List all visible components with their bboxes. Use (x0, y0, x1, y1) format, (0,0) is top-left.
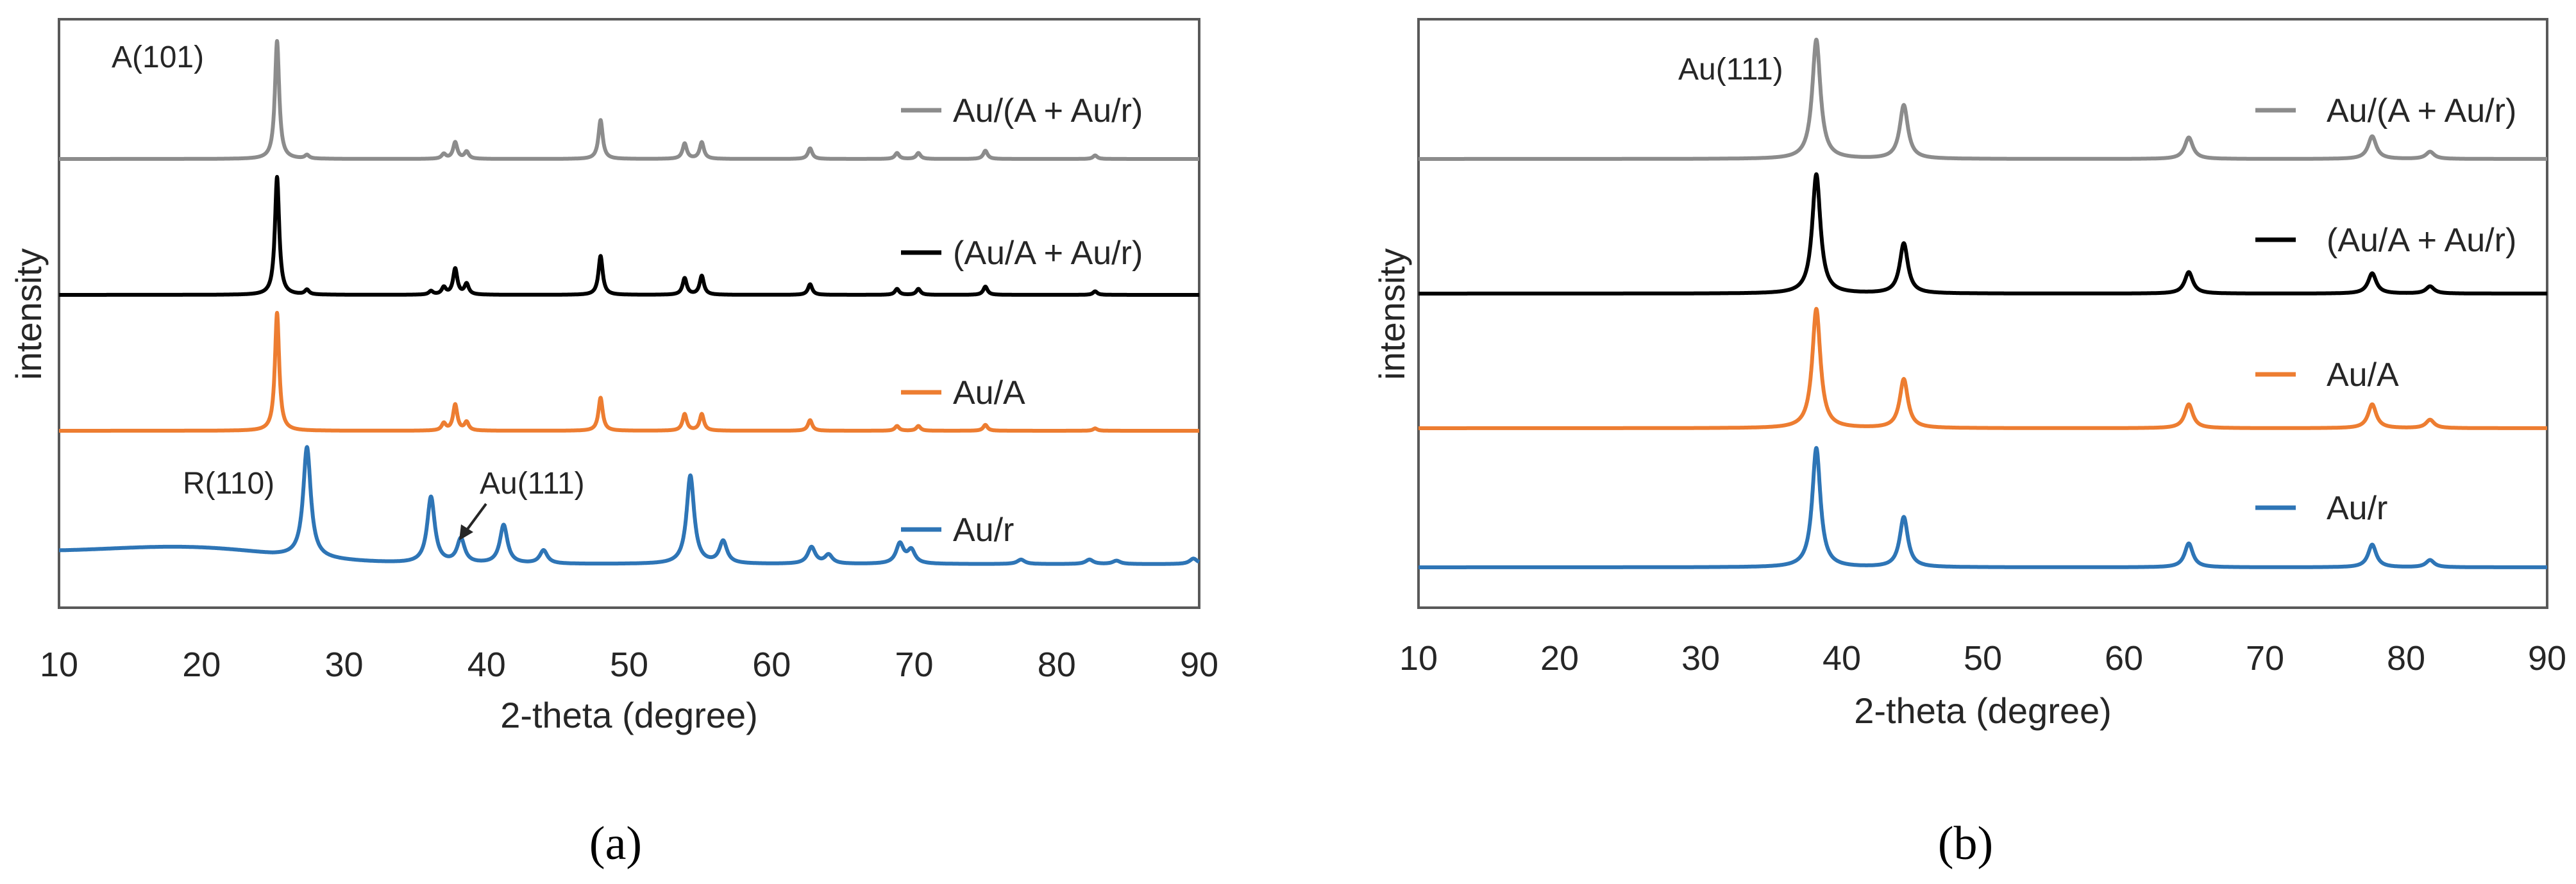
series-line-au-a-au-r (1417, 172, 2549, 296)
series-line-au-a-au-r (1417, 37, 2549, 161)
annotation-au111-a: Au(111) (480, 467, 585, 501)
annotation-arrow-shaft (463, 503, 487, 535)
y-axis-label-b: intensity (1372, 248, 1412, 379)
annotation-au111-b: Au(111) (1678, 53, 1783, 87)
x-tick-label: 20 (1540, 639, 1579, 678)
x-tick-label: 10 (40, 646, 78, 684)
legend-label-au-a-au-r: (Au/A + Au/r) (2327, 222, 2516, 259)
x-tick-label: 70 (2246, 639, 2284, 678)
x-tick-label: 10 (1399, 639, 1438, 678)
panel-a: 10 20 30 40 50 60 70 80 90 Au/(A + Au/r) (Au/A + … (8, 18, 1218, 870)
x-tick-label: 40 (467, 646, 506, 684)
annotation-a101: A(101) (112, 40, 204, 74)
x-tick-label: 90 (1180, 646, 1218, 684)
x-tick-label: 50 (610, 646, 648, 684)
panel-label-a: (a) (589, 817, 642, 870)
x-axis-label-b: 2-theta (degree) (1854, 690, 2112, 731)
legend-label-au-r: Au/r (953, 512, 1014, 549)
x-tick-label: 60 (2105, 639, 2143, 678)
x-tick-label: 70 (895, 646, 933, 684)
panel-label-b: (b) (1938, 817, 1993, 870)
x-ticks-b: 10 20 30 40 50 60 70 80 90 (1399, 639, 2566, 678)
x-tick-label: 30 (1681, 639, 1720, 678)
legend-label-au-r: Au/r (2327, 490, 2387, 527)
x-ticks-a: 10 20 30 40 50 60 70 80 90 (40, 646, 1218, 684)
legend-label-au-a-au-r: (Au/A + Au/r) (953, 235, 1143, 272)
plot-frame-b (1417, 18, 2548, 609)
plot-frame-a (58, 18, 1200, 609)
series-group-a (57, 38, 1201, 566)
series-line-au-r (57, 445, 1201, 566)
annotation-r110: R(110) (183, 467, 274, 501)
series-line-au-a (1417, 306, 2549, 430)
legend-label-au-a: Au/A (953, 374, 1025, 412)
x-tick-label: 90 (2528, 639, 2566, 678)
legend-b: Au/(A + Au/r) (Au/A + Au/r) Au/A Au/r (2255, 92, 2516, 527)
x-tick-label: 50 (1964, 639, 2002, 678)
x-axis-label-a: 2-theta (degree) (500, 695, 758, 735)
x-tick-label: 80 (2387, 639, 2425, 678)
panel-b: 10 20 30 40 50 60 70 80 90 Au/(A + Au/r) (Au/A + … (1372, 18, 2566, 870)
series-group-b (1417, 37, 2549, 569)
series-line-au-a-au-r (57, 174, 1201, 297)
x-tick-label: 80 (1038, 646, 1076, 684)
x-tick-label: 20 (182, 646, 221, 684)
legend-label-au-a-au-r: Au/(A + Au/r) (2327, 92, 2516, 129)
legend-label-au-a: Au/A (2327, 356, 2399, 394)
series-line-au-a-au-r (57, 38, 1201, 161)
y-axis-label-a: intensity (8, 248, 49, 379)
x-tick-label: 30 (324, 646, 363, 684)
legend-a: Au/(A + Au/r) (Au/A + Au/r) Au/A Au/r (901, 92, 1143, 549)
annotation-arrow-head (459, 524, 473, 540)
x-tick-label: 60 (752, 646, 791, 684)
legend-label-au-a-au-r: Au/(A + Au/r) (953, 92, 1143, 129)
x-tick-label: 40 (1823, 639, 1861, 678)
series-line-au-r (1417, 446, 2549, 569)
series-line-au-a (57, 311, 1201, 433)
